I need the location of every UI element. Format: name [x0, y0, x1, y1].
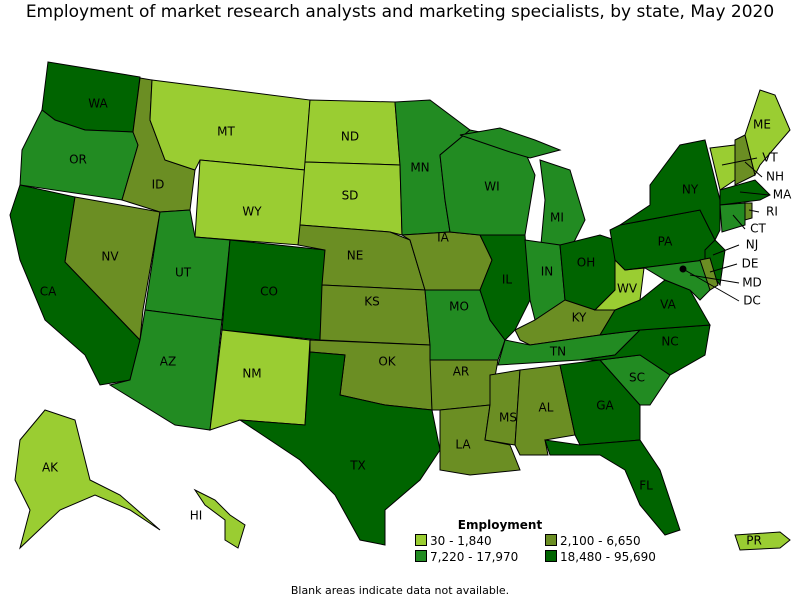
legend-item-4: 18,480 - 95,690	[545, 550, 695, 566]
state-label-in: IN	[541, 265, 554, 279]
state-label-or: OR	[69, 153, 87, 167]
state-wy[interactable]	[194, 159, 306, 246]
legend-swatch	[545, 550, 557, 562]
state-label-va: VA	[660, 298, 676, 312]
state-ct[interactable]	[719, 202, 746, 233]
state-ri[interactable]	[744, 202, 753, 221]
leader-line	[709, 263, 738, 273]
state-fl[interactable]	[544, 439, 681, 536]
state-label-ar: AR	[453, 365, 470, 379]
state-label-ky: KY	[572, 311, 587, 325]
state-label-nc: NC	[661, 335, 678, 349]
state-tx[interactable]	[238, 351, 441, 546]
legend-item-1: 30 - 1,840	[415, 534, 545, 550]
state-label-tn: TN	[549, 345, 566, 359]
state-label-nv: NV	[101, 250, 119, 264]
state-label-de: DE	[742, 257, 759, 271]
legend-label: 18,480 - 95,690	[560, 550, 656, 564]
state-me[interactable]	[744, 89, 791, 177]
state-label-wi: WI	[484, 180, 499, 194]
map-title: Employment of market research analysts a…	[25, 2, 775, 22]
leader-line	[682, 268, 740, 302]
legend-swatch	[415, 550, 427, 562]
state-label-pr: PR	[746, 534, 762, 548]
state-az[interactable]	[108, 309, 223, 431]
state-ak[interactable]	[14, 409, 161, 550]
state-hi[interactable]	[193, 488, 246, 549]
legend-label: 30 - 1,840	[430, 534, 492, 548]
state-label-ks: KS	[364, 295, 380, 309]
state-label-ok: OK	[378, 355, 396, 369]
state-label-ms: MS	[499, 411, 517, 425]
state-label-id: ID	[152, 178, 165, 192]
legend-item-3: 7,220 - 17,970	[415, 550, 545, 566]
state-label-dc: DC	[743, 294, 761, 308]
state-nc[interactable]	[579, 324, 711, 376]
state-label-il: IL	[502, 273, 513, 287]
state-label-hi: HI	[190, 509, 203, 523]
state-label-fl: FL	[639, 479, 653, 493]
state-label-sd: SD	[342, 189, 359, 203]
state-label-wy: WY	[242, 205, 262, 219]
state-label-nh: NH	[766, 170, 784, 184]
leader-line	[732, 214, 746, 230]
state-label-mt: MT	[217, 125, 235, 139]
state-label-ma: MA	[773, 188, 792, 202]
state-label-co: CO	[260, 285, 278, 299]
state-label-me: ME	[753, 118, 771, 132]
state-ny[interactable]	[619, 139, 721, 242]
state-label-ia: IA	[437, 231, 450, 245]
state-de[interactable]	[699, 257, 719, 291]
state-label-ut: UT	[175, 266, 192, 280]
state-label-nd: ND	[341, 130, 359, 144]
state-label-ny: NY	[682, 183, 699, 197]
leader-line	[748, 209, 760, 213]
state-ms[interactable]	[484, 369, 521, 446]
state-mi[interactable]	[459, 127, 562, 159]
state-label-la: LA	[455, 438, 471, 452]
state-label-sc: SC	[629, 371, 645, 385]
state-label-wa: WA	[88, 97, 108, 111]
state-label-ne: NE	[347, 249, 364, 263]
state-pr[interactable]	[734, 531, 791, 551]
leader-line	[721, 157, 758, 166]
leader-line	[739, 191, 770, 196]
leader-line	[712, 244, 740, 256]
state-label-oh: OH	[577, 256, 595, 270]
legend-label: 2,100 - 6,650	[560, 534, 641, 548]
state-label-az: AZ	[160, 355, 176, 369]
state-label-wv: WV	[617, 282, 638, 296]
state-label-ri: RI	[766, 205, 778, 219]
state-label-nm: NM	[242, 367, 261, 381]
state-label-ca: CA	[40, 285, 57, 299]
leader-line	[744, 161, 763, 178]
state-nv[interactable]	[64, 196, 161, 342]
legend-swatch	[415, 534, 427, 546]
legend-label: 7,220 - 17,970	[430, 550, 519, 564]
state-label-md: MD	[742, 276, 762, 290]
state-label-tx: TX	[349, 459, 366, 473]
state-label-ct: CT	[750, 222, 766, 236]
state-sd[interactable]	[299, 161, 403, 236]
state-label-vt: VT	[762, 151, 778, 165]
state-label-al: AL	[539, 401, 554, 415]
state-label-nj: NJ	[746, 238, 759, 252]
legend-swatch	[545, 534, 557, 546]
state-label-mi: MI	[550, 211, 564, 225]
state-label-mn: MN	[410, 161, 429, 175]
legend-title: Employment	[457, 518, 543, 532]
state-label-pa: PA	[658, 235, 673, 249]
state-label-mo: MO	[449, 300, 469, 314]
leader-line	[689, 274, 740, 284]
state-label-ga: GA	[596, 399, 614, 413]
state-label-ak: AK	[42, 461, 59, 475]
legend-item-2: 2,100 - 6,650	[545, 534, 695, 550]
footnote: Blank areas indicate data not available.	[290, 584, 510, 597]
legend: Employment 30 - 1,840 2,100 - 6,650 7,22…	[415, 518, 715, 566]
